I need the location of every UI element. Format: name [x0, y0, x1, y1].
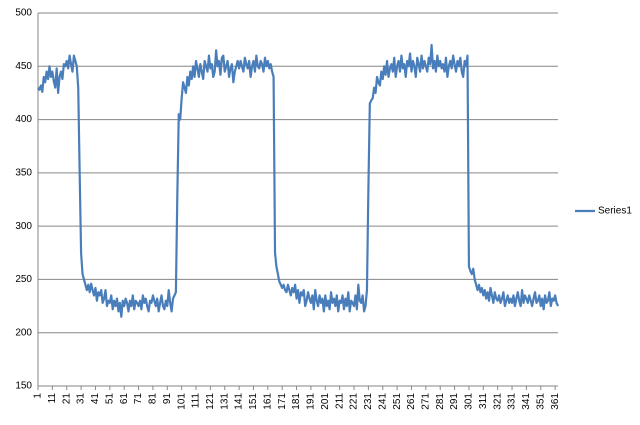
x-tick-label: 261: [406, 393, 417, 410]
x-tick-label: 321: [492, 393, 503, 410]
x-tick-label: 251: [392, 393, 403, 410]
legend-label: Series1: [598, 206, 632, 217]
x-tick-label: 151: [248, 393, 259, 410]
x-tick-label: 131: [219, 393, 230, 410]
x-tick-label: 361: [550, 393, 561, 410]
x-tick-label: 291: [449, 393, 460, 410]
x-tick-label: 331: [507, 393, 518, 410]
x-tick-label: 171: [277, 393, 288, 410]
x-tick-label: 81: [148, 393, 159, 405]
x-tick-label: 21: [61, 393, 72, 405]
x-tick-label: 121: [205, 393, 216, 410]
x-tick-label: 91: [162, 393, 173, 405]
y-tick-label: 450: [15, 61, 32, 72]
x-tick-label: 341: [521, 393, 532, 410]
x-tick-label: 221: [349, 393, 360, 410]
y-tick-label: 500: [15, 8, 32, 19]
x-tick-label: 191: [306, 393, 317, 410]
x-tick-label: 181: [291, 393, 302, 410]
x-tick-label: 301: [464, 393, 475, 410]
x-tick-label: 211: [334, 393, 345, 409]
x-tick-label: 1: [33, 393, 44, 399]
x-tick-label: 231: [363, 393, 374, 410]
y-tick-label: 400: [15, 114, 32, 125]
x-tick-label: 271: [420, 393, 431, 410]
x-tick-label: 351: [535, 393, 546, 410]
y-tick-label: 150: [15, 381, 32, 392]
x-tick-label: 11: [47, 393, 58, 404]
x-tick-label: 141: [234, 393, 245, 410]
x-tick-label: 281: [435, 393, 446, 410]
x-tick-label: 41: [90, 393, 101, 405]
y-tick-label: 350: [15, 167, 32, 178]
x-tick-label: 161: [262, 393, 273, 410]
x-tick-label: 51: [104, 393, 115, 405]
x-tick-label: 61: [119, 393, 130, 405]
series-line: [37, 43, 560, 318]
x-tick-label: 111: [191, 393, 202, 409]
y-tick-label: 200: [15, 327, 32, 338]
x-tick-label: 71: [133, 393, 144, 405]
plot-area: [38, 13, 558, 386]
y-tick-label: 300: [15, 221, 32, 232]
x-tick-label: 201: [320, 393, 331, 410]
x-tick-label: 241: [377, 393, 388, 410]
x-tick-label: 311: [478, 393, 489, 409]
y-tick-label: 250: [15, 274, 32, 285]
x-tick-label: 101: [176, 393, 187, 410]
x-tick-label: 31: [76, 393, 87, 405]
